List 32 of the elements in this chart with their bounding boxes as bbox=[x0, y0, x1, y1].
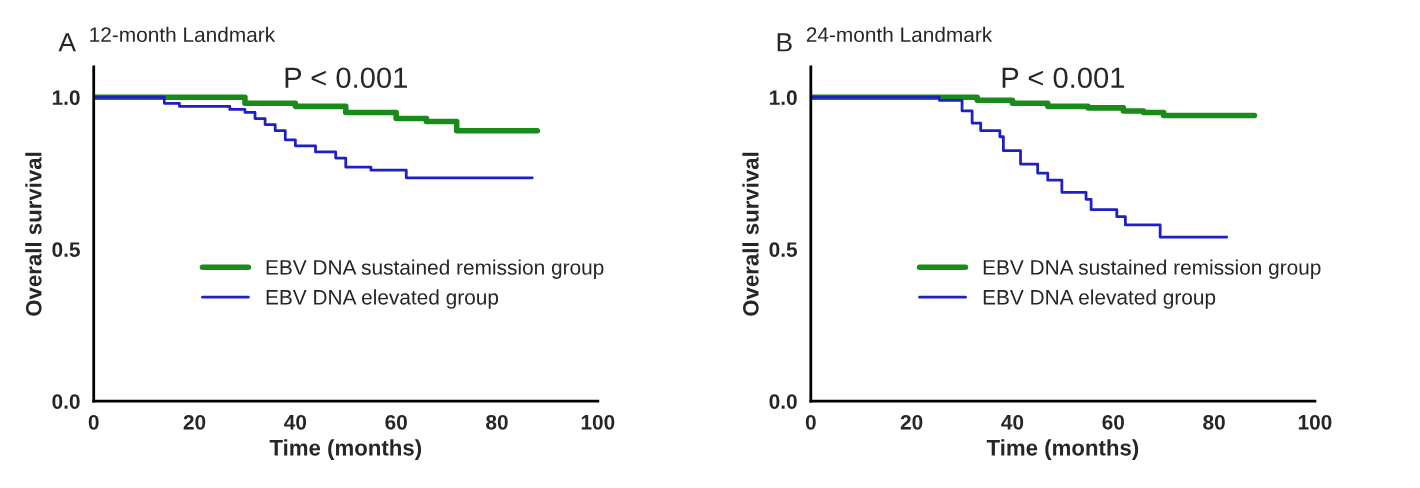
x-tick-label: 20 bbox=[183, 414, 206, 430]
y-tick-label: 0.5 bbox=[52, 242, 80, 257]
y-tick-label: 0.0 bbox=[52, 394, 80, 409]
chart-title: 12-month Landmark bbox=[90, 26, 276, 43]
annotation: P < 0.001 bbox=[1002, 67, 1125, 89]
y-tick-label: 0.5 bbox=[769, 242, 798, 257]
x-tick-label: 100 bbox=[581, 414, 615, 430]
y-axis-title: Overall survival bbox=[742, 152, 759, 316]
x-tick-label: 20 bbox=[900, 414, 923, 430]
y-tick-label: 1.0 bbox=[769, 90, 797, 105]
y-tick-label: 0.0 bbox=[769, 394, 797, 409]
text: A bbox=[58, 33, 76, 52]
x-tick-label: 100 bbox=[1298, 414, 1332, 430]
text: B bbox=[777, 33, 792, 52]
x-tick-label: 60 bbox=[1102, 414, 1125, 430]
legend-label: EBV DNA elevated group bbox=[266, 289, 499, 309]
y-axis-title: Overall survival bbox=[25, 152, 42, 316]
x-tick-label: 0 bbox=[88, 414, 99, 430]
x-tick-label: 80 bbox=[486, 414, 508, 430]
x-tick-label: 0 bbox=[805, 414, 816, 430]
x-tick-label: 80 bbox=[1203, 414, 1225, 430]
x-tick-label: 60 bbox=[385, 414, 407, 430]
x-tick-label: 40 bbox=[284, 414, 307, 430]
y-tick-label: 1.0 bbox=[52, 90, 80, 105]
annotation: P < 0.001 bbox=[285, 67, 407, 89]
legend-label: EBV DNA sustained remission group bbox=[983, 259, 1321, 279]
x-tick-label: 40 bbox=[1001, 414, 1024, 430]
x-axis-title: Time (months) bbox=[269, 439, 422, 461]
x-axis-title: Time (months) bbox=[986, 439, 1139, 461]
chart-title: 24-month Landmark bbox=[806, 26, 993, 43]
legend-label: EBV DNA elevated group bbox=[983, 289, 1216, 309]
legend-label: EBV DNA sustained remission group bbox=[266, 259, 604, 279]
